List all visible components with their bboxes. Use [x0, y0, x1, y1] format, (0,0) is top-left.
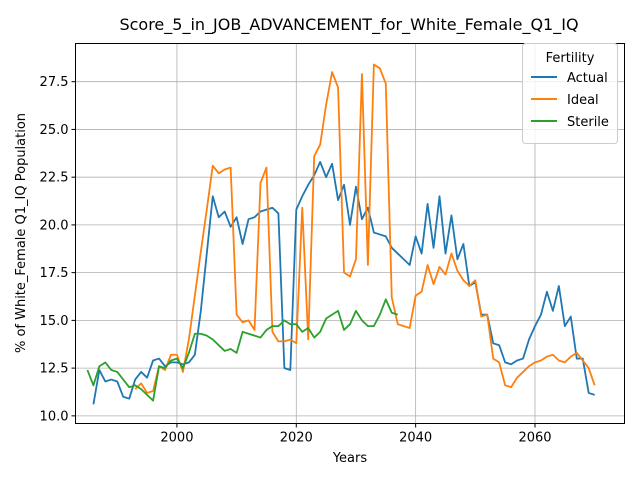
legend: Fertility Actual Ideal Sterile [522, 43, 618, 144]
y-tick-label: 12.5 [40, 362, 69, 377]
y-tick-label: 27.5 [40, 75, 69, 90]
series-line-actual [92, 160, 595, 405]
x-axis-label: Years [332, 451, 368, 466]
legend-label-ideal: Ideal [567, 93, 599, 108]
legend-label-sterile: Sterile [567, 115, 609, 130]
y-tick-label: 17.5 [40, 266, 69, 281]
chart-title: Score_5_in_JOB_ADVANCEMENT_for_White_Fem… [119, 15, 578, 35]
y-axis-label: % of White_Female Q1_IQ Population [14, 113, 29, 353]
x-tick-label: 2000 [160, 431, 193, 446]
y-tick-label: 15.0 [40, 314, 69, 329]
x-tick-label: 2060 [518, 431, 551, 446]
y-tick-label: 20.0 [40, 218, 69, 233]
series-line-ideal [134, 63, 596, 394]
x-tick-label: 2040 [399, 431, 432, 446]
y-tick-label: 25.0 [40, 123, 69, 138]
y-tick-label: 22.5 [40, 171, 69, 186]
x-tick-label: 2020 [280, 431, 313, 446]
y-tick-label: 10.0 [40, 409, 69, 424]
axis-ticks: 2000 2020 2040 2060 10.0 12.5 15.0 17.5 20.0 22.5… [40, 75, 552, 445]
legend-box [522, 43, 618, 144]
plot-frame [75, 43, 625, 424]
series-lines [86, 63, 596, 405]
legend-title: Fertility [546, 51, 595, 66]
series-line-sterile [86, 298, 399, 402]
legend-label-actual: Actual [567, 71, 608, 86]
